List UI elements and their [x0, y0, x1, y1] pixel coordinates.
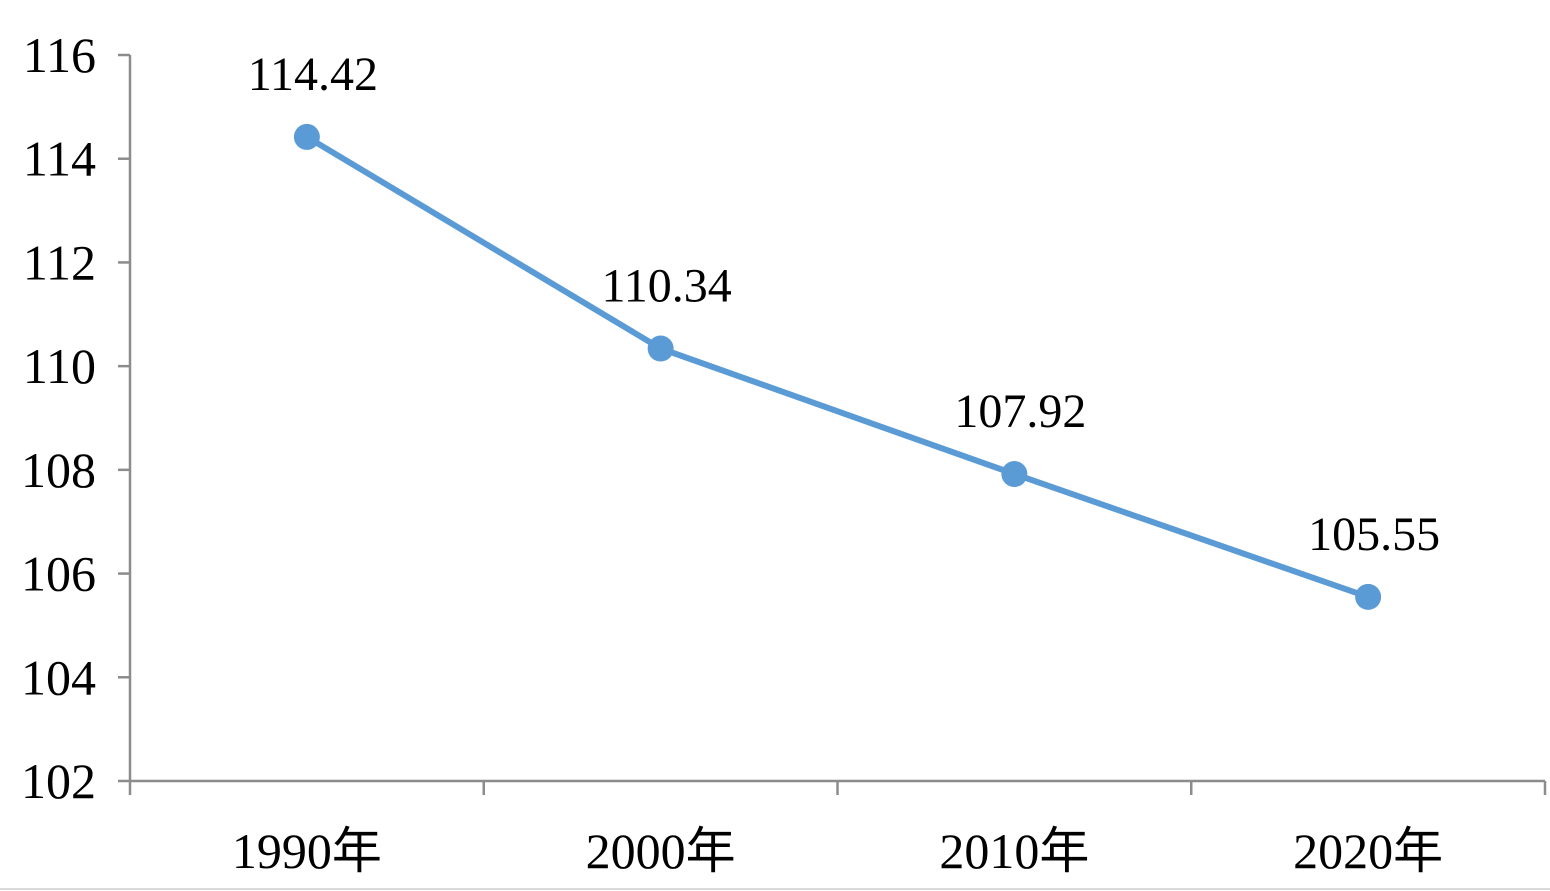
series-layer: [293, 123, 1382, 610]
y-tick-label: 106: [21, 546, 96, 602]
x-tick-label: 1990年: [232, 823, 382, 879]
data-label: 110.34: [602, 260, 732, 313]
y-tick-label: 114: [23, 131, 96, 187]
y-tick-label: 108: [21, 442, 96, 498]
y-tick-label: 112: [23, 234, 96, 290]
data-label: 107.92: [954, 385, 1086, 438]
data-label: 114.42: [248, 48, 378, 101]
y-axis: 102 104 106 108 110 112 114 116: [21, 27, 132, 809]
y-tick-label: 116: [23, 27, 96, 83]
y-tick-label: 104: [21, 649, 96, 705]
x-tick-label: 2010年: [939, 823, 1089, 879]
x-tick-label: 2020年: [1293, 823, 1443, 879]
x-axis: 1990年 2000年 2010年 2020年: [128, 779, 1547, 879]
y-tick-label: 102: [21, 753, 96, 809]
data-point: [647, 335, 674, 362]
series-line: [303, 133, 1372, 600]
x-tick-label: 2000年: [586, 823, 736, 879]
data-point: [1001, 461, 1028, 488]
data-labels: 114.42 110.34 107.92 105.55: [248, 48, 1440, 561]
y-tick-label: 110: [23, 338, 96, 394]
data-point: [1355, 583, 1382, 610]
data-label: 105.55: [1308, 508, 1440, 561]
data-point: [293, 123, 320, 150]
